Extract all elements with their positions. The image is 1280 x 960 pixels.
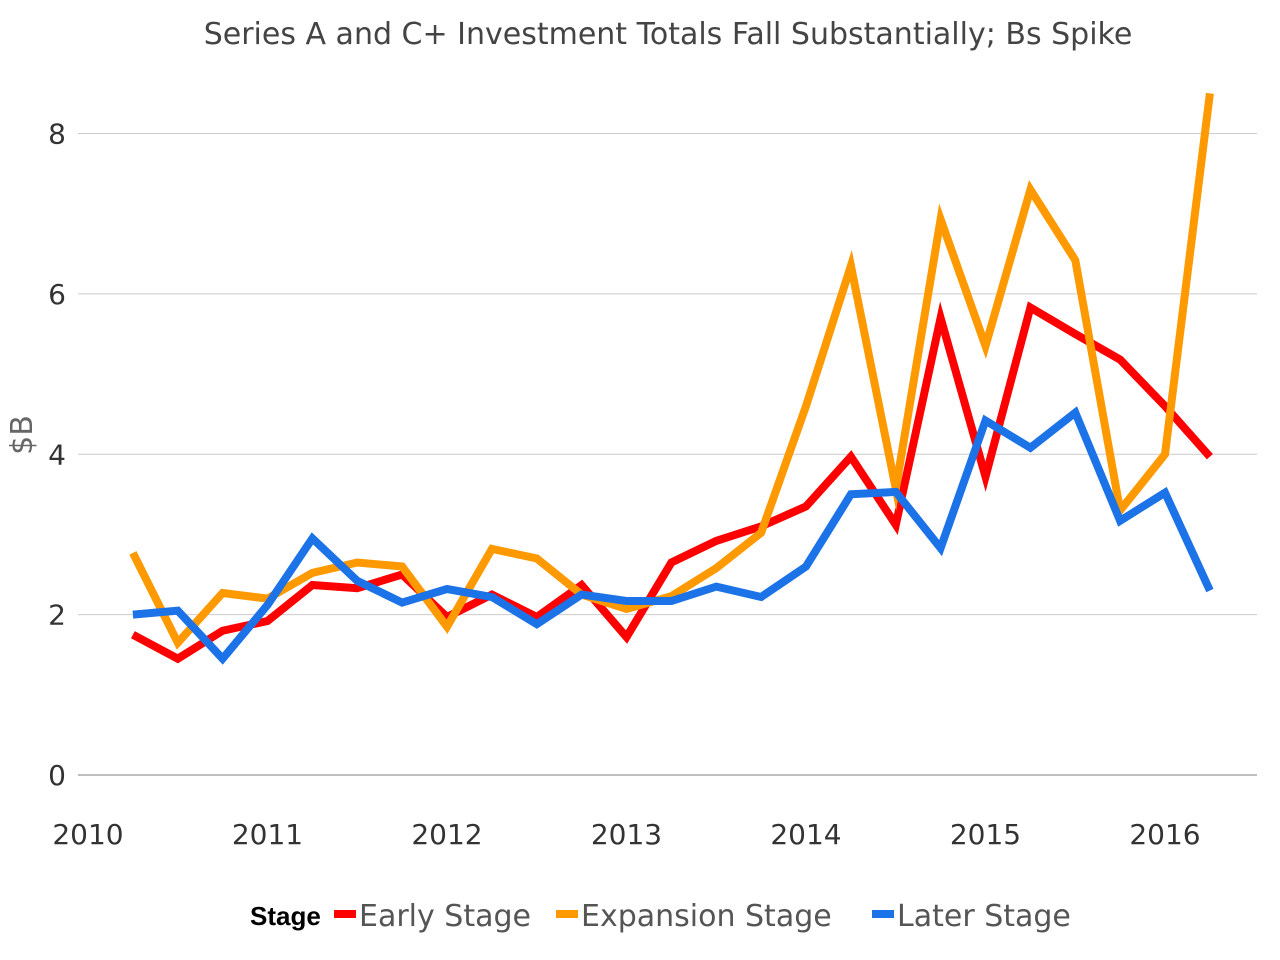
legend: Stage Early Stage Expansion Stage Later St…: [250, 899, 1071, 934]
x-tick-label: 2015: [950, 818, 1021, 851]
series-line: [132, 406, 1214, 665]
legend-label: Early Stage: [359, 899, 531, 934]
x-tick-label: 2012: [411, 818, 482, 851]
x-tick-label: 2016: [1129, 818, 1200, 851]
x-tick-label: 2013: [591, 818, 662, 851]
series-early-stage: [131, 301, 1213, 664]
x-tick-label: 2011: [232, 818, 303, 851]
x-tick-label: 2014: [770, 818, 841, 851]
legend-label: Expansion Stage: [581, 899, 832, 934]
series-line: [129, 92, 1214, 650]
series-expansion-stage: [129, 92, 1214, 650]
series-lines: [129, 92, 1214, 665]
legend-item-early-stage: Early Stage: [334, 899, 531, 934]
legend-item-expansion-stage: Expansion Stage: [556, 899, 832, 934]
chart-title: Series A and C+ Investment Totals Fall S…: [204, 17, 1133, 52]
y-axis-tick-labels: 0 2 4 6 8: [48, 118, 66, 793]
y-tick-label: 2: [48, 599, 66, 632]
y-tick-label: 8: [48, 118, 66, 151]
series-line: [131, 301, 1213, 664]
y-tick-label: 6: [48, 278, 66, 311]
series-later-stage: [132, 406, 1214, 665]
y-tick-label: 4: [48, 438, 66, 471]
x-axis-tick-labels: 2010 2011 2012 2013 2014 2015 2016: [52, 818, 1200, 851]
legend-item-later-stage: Later Stage: [872, 899, 1071, 934]
x-tick-label: 2010: [52, 818, 123, 851]
gridlines: [78, 133, 1257, 776]
legend-title: Stage: [250, 901, 321, 931]
y-tick-label: 0: [48, 759, 66, 792]
y-axis-title: $B: [5, 415, 40, 455]
legend-label: Later Stage: [897, 899, 1071, 934]
